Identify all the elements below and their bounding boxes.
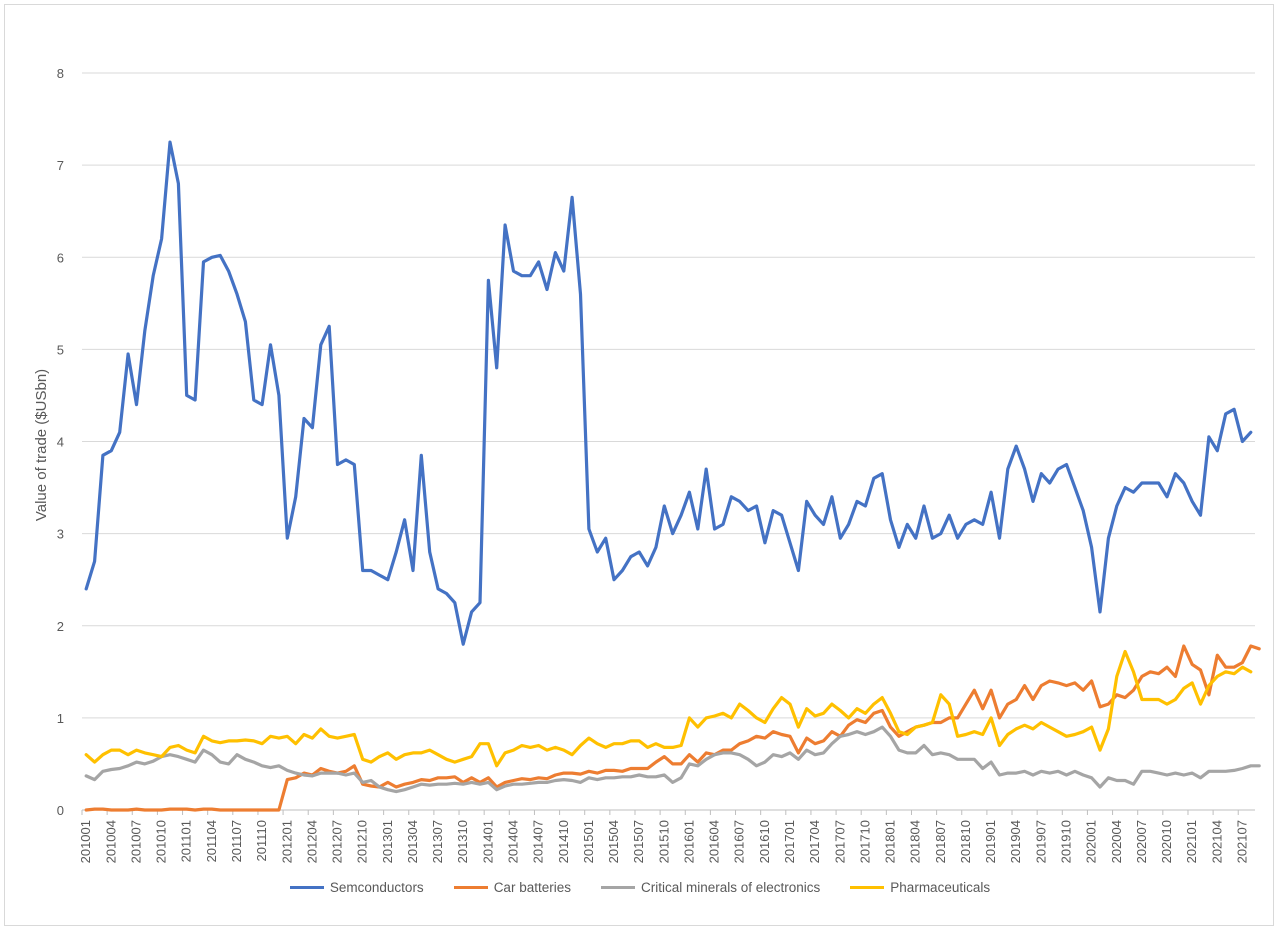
legend-label: Car batteries	[493, 880, 571, 895]
legend-label: Semconductors	[329, 880, 424, 895]
x-tick-label: 201001	[78, 820, 93, 863]
x-tick-label: 201304	[405, 820, 420, 863]
y-tick-label: 4	[57, 435, 64, 450]
x-tick-label: 201004	[103, 820, 118, 863]
legend-label: Critical minerals of electronics	[640, 880, 821, 895]
x-tick-label: 201201	[279, 820, 294, 863]
y-tick-label: 5	[57, 342, 64, 357]
x-tick-label: 201804	[908, 820, 923, 863]
series-line-semconductors	[84, 140, 1253, 646]
x-tick-label: 201310	[455, 820, 470, 863]
x-tick-label: 201810	[958, 820, 973, 863]
x-tick-label: 201010	[154, 820, 169, 863]
x-tick-label: 202001	[1084, 820, 1099, 863]
y-axis-ticks: 0 1 2 3 4 5 6 7 8	[57, 66, 64, 818]
legend: Semconductors Car batteries Critical miner…	[0, 880, 1280, 895]
x-tick-label: 201407	[531, 820, 546, 863]
x-tick-label: 202004	[1109, 820, 1124, 863]
x-tick-label: 201704	[807, 820, 822, 863]
x-tick-label: 201601	[681, 820, 696, 863]
legend-label: Pharmaceuticals	[890, 880, 991, 895]
y-tick-label: 0	[57, 803, 64, 818]
legend-item: Car batteries	[453, 880, 571, 895]
x-tick-label: 201510	[656, 820, 671, 863]
x-axis-ticks: 201001 201004 201007 201010 201101 201104 2011…	[78, 810, 1249, 863]
x-tick-label: 201504	[606, 820, 621, 863]
x-tick-label: 201404	[505, 820, 520, 863]
legend-swatch	[850, 886, 885, 889]
x-tick-label: 201607	[732, 820, 747, 863]
x-tick-label: 201801	[883, 820, 898, 863]
x-tick-label: 201410	[556, 820, 571, 863]
x-tick-label: 202107	[1234, 820, 1249, 863]
x-tick-label: 201904	[1008, 820, 1023, 863]
y-tick-label: 3	[57, 527, 64, 542]
x-tick-label: 201207	[330, 820, 345, 863]
y-tick-label: 1	[57, 711, 64, 726]
x-tick-label: 201507	[631, 820, 646, 863]
x-tick-label: 201110	[254, 820, 269, 861]
y-tick-label: 6	[57, 250, 64, 265]
x-tick-label: 201610	[757, 820, 772, 863]
series-line-critical-minerals-of-electronics	[84, 725, 1261, 794]
x-tick-label: 202101	[1184, 820, 1199, 863]
x-tick-label: 201301	[380, 820, 395, 863]
series-lines	[84, 140, 1261, 812]
x-tick-label: 202007	[1134, 820, 1149, 863]
x-tick-label: 201107	[229, 820, 244, 862]
legend-swatch	[453, 886, 488, 889]
x-tick-label: 201307	[430, 820, 445, 863]
x-tick-label: 201710	[857, 820, 872, 863]
x-tick-label: 201807	[933, 820, 948, 863]
x-tick-label: 201501	[581, 820, 596, 863]
x-tick-label: 201210	[355, 820, 370, 863]
x-tick-label: 201401	[480, 820, 495, 863]
legend-swatch	[600, 886, 635, 889]
legend-item: Pharmaceuticals	[850, 880, 990, 895]
y-tick-label: 7	[57, 158, 64, 173]
x-tick-label: 201901	[983, 820, 998, 863]
series-line-pharmaceuticals	[84, 649, 1253, 768]
legend-item: Semconductors	[289, 880, 424, 895]
x-tick-label: 201204	[304, 820, 319, 863]
legend-swatch	[289, 886, 324, 889]
x-tick-label: 201707	[832, 820, 847, 863]
x-tick-label: 201007	[128, 820, 143, 863]
x-tick-label: 201910	[1058, 820, 1073, 863]
legend-item: Critical minerals of electronics	[600, 880, 821, 895]
y-tick-label: 8	[57, 66, 64, 81]
y-axis-label: Value of trade ($USbn)	[33, 369, 50, 521]
y-tick-label: 2	[57, 619, 64, 634]
x-tick-label: 201104	[204, 820, 219, 862]
x-tick-label: 201701	[782, 820, 797, 863]
x-tick-label: 202104	[1209, 820, 1224, 863]
x-tick-label: 201604	[707, 820, 722, 863]
x-tick-label: 201101	[179, 820, 194, 862]
x-tick-label: 202010	[1159, 820, 1174, 863]
gridlines	[82, 72, 1255, 811]
x-tick-label: 201907	[1033, 820, 1048, 863]
line-chart: 0 1 2 3 4 5 6 7 8 201001 201004 201007 201010 201101…	[33, 66, 1261, 863]
series-line-car-batteries	[84, 644, 1261, 812]
